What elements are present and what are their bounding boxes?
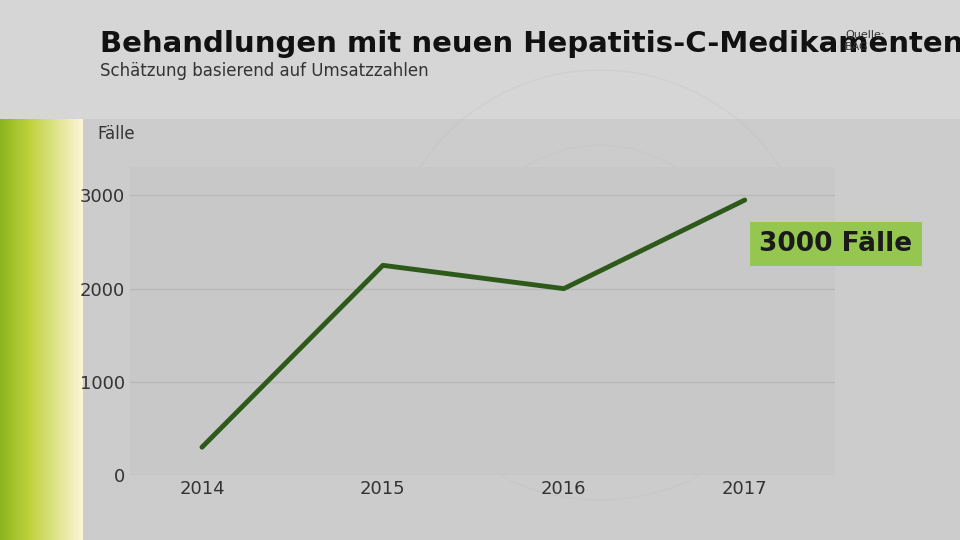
Bar [18,119,20,540]
Text: 3000 Fälle: 3000 Fälle [759,231,912,257]
Bar [48,119,50,540]
Bar [13,119,14,540]
Bar [30,119,32,540]
Bar [33,119,35,540]
Bar [31,119,33,540]
Bar [28,119,29,540]
Bar [75,119,77,540]
Bar [42,119,43,540]
Bar [50,119,52,540]
Bar [21,119,23,540]
Bar [10,119,11,540]
Bar [65,119,67,540]
Bar [46,119,48,540]
Bar [40,119,41,540]
Bar [43,119,44,540]
Bar [56,119,57,540]
Bar [59,119,60,540]
Bar [3,119,5,540]
Bar [0,119,2,540]
Bar [77,119,79,540]
Text: Fälle: Fälle [98,125,135,143]
Bar [49,119,51,540]
Bar [60,119,62,540]
Bar [5,119,7,540]
Bar [25,119,26,540]
Bar [22,119,24,540]
Bar [7,119,9,540]
Bar [58,119,59,540]
Bar [34,119,36,540]
Text: Behandlungen mit neuen Hepatitis-C-Medikamenten: Behandlungen mit neuen Hepatitis-C-Medik… [100,30,960,58]
Text: Schätzung basierend auf Umsatzzahlen: Schätzung basierend auf Umsatzzahlen [100,62,428,80]
Bar [45,119,47,540]
Bar [9,119,10,540]
Bar [36,119,38,540]
Bar [62,119,64,540]
Bar [73,119,74,540]
Bar [69,119,70,540]
Bar [35,119,36,540]
Bar [66,119,68,540]
Bar [20,119,22,540]
Bar [80,119,82,540]
Bar [64,119,66,540]
Bar [67,119,69,540]
Bar [61,119,63,540]
Bar [52,119,54,540]
Bar [51,119,53,540]
Bar [72,119,73,540]
Bar [27,119,28,540]
Bar [14,119,16,540]
Bar [76,119,78,540]
Bar [78,119,80,540]
Bar [11,119,12,540]
Bar [74,119,75,540]
Bar [15,119,17,540]
Bar [17,119,19,540]
Bar [47,119,49,540]
Bar [57,119,58,540]
Bar [4,119,6,540]
Bar [24,119,25,540]
Bar [26,119,27,540]
Bar [1,119,3,540]
Text: Quelle:
BAG: Quelle: BAG [845,30,884,52]
Bar [55,119,56,540]
Bar [19,119,21,540]
Bar [29,119,30,540]
Bar [81,119,83,540]
Bar [71,119,72,540]
Bar [54,119,55,540]
Bar [79,119,81,540]
Bar [38,119,39,540]
Bar [36,119,37,540]
Bar [32,119,34,540]
Bar [39,119,40,540]
Bar [44,119,45,540]
Bar [0,0,960,119]
Bar [6,119,8,540]
Bar [2,119,4,540]
Bar [60,119,61,540]
Bar [12,119,13,540]
Bar [16,119,18,540]
Bar [63,119,65,540]
Bar [41,119,42,540]
Bar [70,119,71,540]
